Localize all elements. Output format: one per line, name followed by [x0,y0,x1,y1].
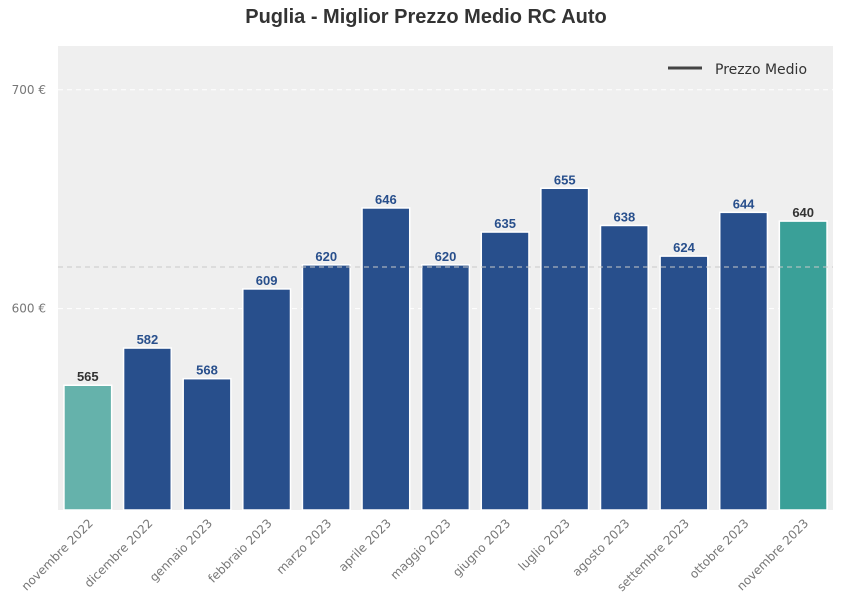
legend: Prezzo Medio [668,62,807,78]
data-label: 644 [733,196,755,211]
x-tick-label: febbraio 2023 [205,516,274,585]
data-labels: 565 582 568 609 620 646 620 635 655 638 624 644 640 [77,172,814,384]
x-tick-label: marzo 2023 [274,516,335,577]
legend-label: Prezzo Medio [715,62,807,78]
x-tick-label: agosto 2023 [570,516,633,579]
bars [63,187,828,511]
bar [659,255,709,511]
data-label: 655 [554,172,576,187]
y-tick-label: 600 € [12,302,46,316]
x-tick-label: gennaio 2023 [147,516,215,584]
x-tick-label: ottobre 2023 [687,516,752,581]
bar [420,264,471,511]
data-label: 646 [375,192,397,207]
data-label: 565 [77,369,99,384]
data-label: 640 [792,205,814,220]
data-label: 624 [673,240,695,255]
y-axis-ticks: 600 € 700 € [12,83,46,316]
bar [778,220,828,511]
data-label: 635 [494,216,516,231]
chart-title: Puglia - Miglior Prezzo Medio RC Auto [245,6,607,28]
bar [301,264,351,511]
bar [361,207,411,511]
data-label: 609 [256,273,278,288]
data-label: 568 [196,363,218,378]
data-label: 620 [435,249,457,264]
data-label: 638 [613,209,635,224]
bar [540,187,590,511]
x-tick-label: luglio 2023 [516,516,573,573]
bar [122,347,173,511]
y-tick-label: 700 € [12,83,46,97]
data-label: 582 [137,332,159,347]
bar [182,377,232,511]
bar [718,211,769,511]
x-tick-label: aprile 2023 [336,516,394,574]
x-tick-label: maggio 2023 [388,516,454,582]
bar [242,288,292,511]
bar [63,384,113,511]
bar [480,231,530,511]
bar [599,224,649,511]
data-label: 620 [315,249,337,264]
x-tick-label: giugno 2023 [450,516,513,579]
